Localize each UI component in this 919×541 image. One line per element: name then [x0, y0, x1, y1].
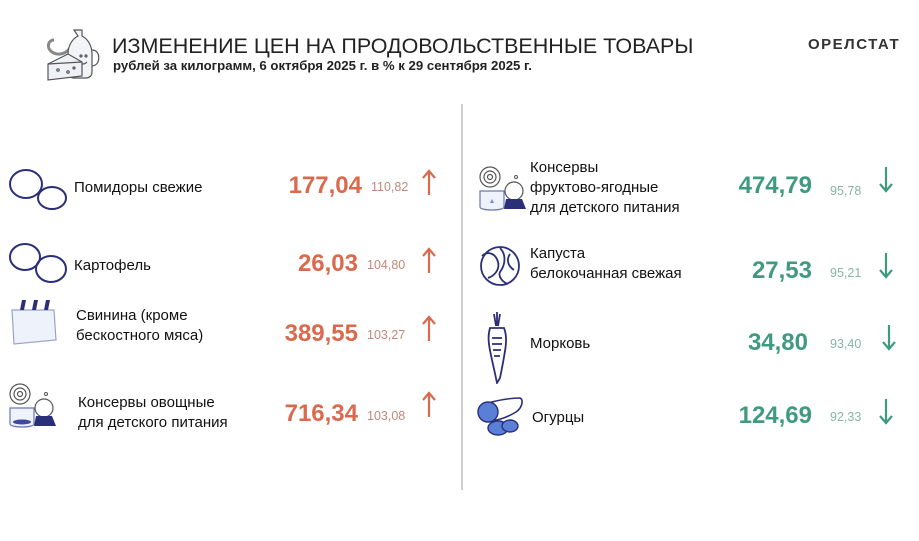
tomato-icon: [9, 169, 67, 210]
item-price: 27,53: [751, 257, 812, 284]
item-index: 110,82: [371, 180, 409, 194]
column-divider: [461, 104, 463, 490]
arrow-down-icon: [879, 167, 893, 193]
arrow-down-icon: [882, 325, 896, 351]
item-price: 474,79: [738, 172, 812, 199]
arrow-up-icon: [422, 169, 436, 195]
potato-icon: [9, 243, 67, 283]
baby-food-can-icon: [479, 166, 526, 211]
item-name: Морковь: [530, 335, 591, 352]
item-price: 34,80: [747, 329, 808, 356]
item-index: 95,78: [830, 184, 862, 198]
cabbage-icon: [480, 246, 520, 286]
cucumber-icon: [477, 397, 523, 436]
baby-food-can-icon: [9, 383, 56, 428]
item-name: Консервы фруктово-ягодные для детского пит…: [530, 159, 680, 216]
item-name: Огурцы: [532, 409, 585, 426]
carrot-icon: [487, 312, 507, 384]
item-index: 103,27: [367, 328, 406, 342]
item-price: 716,34: [284, 400, 358, 427]
page-title: ИЗМЕНЕНИЕ ЦЕН НА ПРОДОВОЛЬСТВЕННЫЕ ТОВАР…: [112, 34, 694, 58]
item-index: 104,80: [367, 258, 406, 272]
arrow-up-icon: [422, 247, 436, 273]
arrow-up-icon: [422, 391, 436, 417]
item-name: Консервы овощные для детского питания: [78, 394, 228, 431]
item-index: 103,08: [367, 409, 406, 423]
item-name: Капуста белокочанная свежая: [530, 245, 682, 282]
arrow-down-icon: [879, 253, 893, 279]
item-price: 124,69: [738, 402, 812, 429]
item-price: 389,55: [284, 320, 358, 347]
item-name: Помидоры свежие: [74, 179, 203, 196]
item-index: 95,21: [830, 266, 862, 280]
item-price: 26,03: [297, 250, 358, 277]
item-name: Свинина (кроме бескостного мяса): [76, 307, 204, 344]
pork-ribs-icon: [11, 300, 57, 345]
item-price: 177,04: [288, 172, 362, 199]
arrow-up-icon: [422, 315, 436, 341]
page-subtitle: рублей за килограмм, 6 октября 2025 г. в…: [113, 58, 532, 73]
arrow-down-icon: [879, 399, 893, 425]
groceries-icon: [46, 29, 100, 81]
brand-logo: ОРЕЛСТАТ: [808, 36, 901, 53]
item-name: Картофель: [74, 257, 151, 274]
item-index: 93,40: [830, 337, 862, 351]
item-index: 92,33: [830, 410, 862, 424]
